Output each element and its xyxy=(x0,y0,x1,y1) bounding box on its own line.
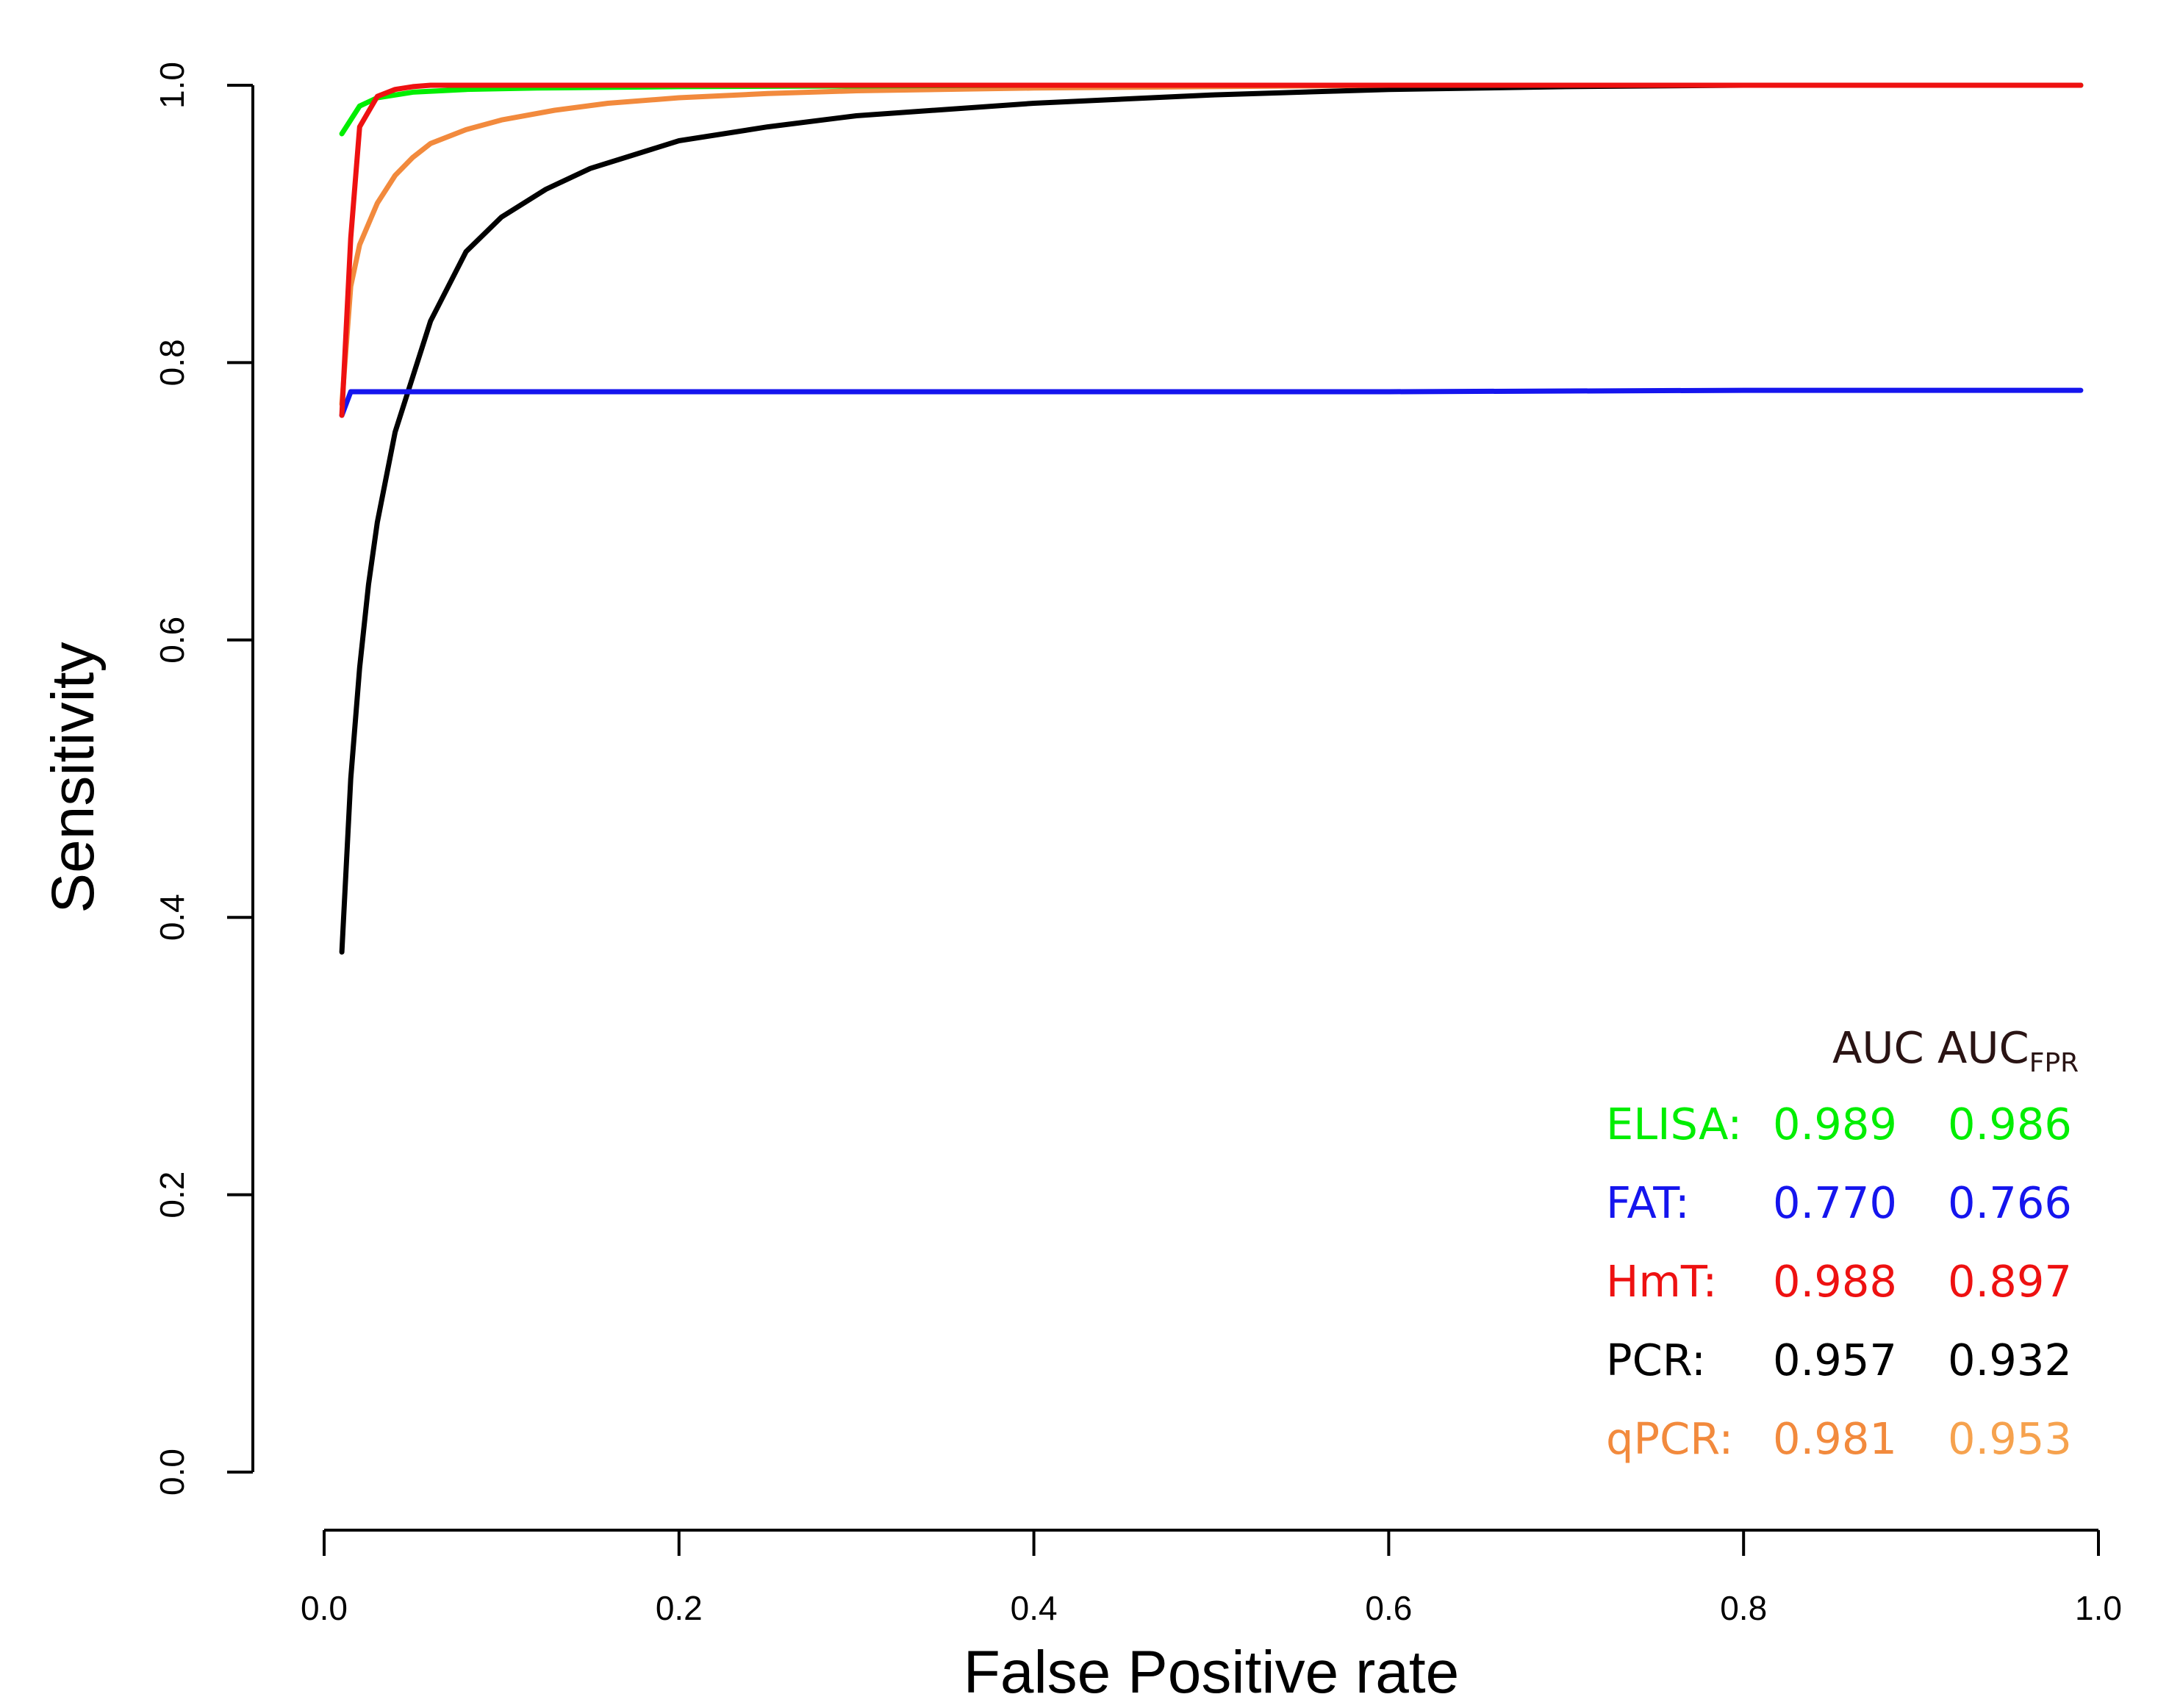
y-tick-label: 0.2 xyxy=(153,1171,191,1219)
legend-auc-fpr-pcr: 0.932 xyxy=(1948,1335,2072,1385)
legend-auc-elisa: 0.989 xyxy=(1773,1099,1897,1149)
legend-label-hmt: HmT: xyxy=(1606,1256,1717,1307)
legend-label-fat: FAT: xyxy=(1606,1177,1690,1228)
y-tick-label: 0.4 xyxy=(153,894,191,941)
y-tick-label: 1.0 xyxy=(153,62,191,109)
y-tick-label: 0.6 xyxy=(153,617,191,664)
legend-auc-fpr-hmt: 0.897 xyxy=(1948,1256,2072,1307)
x-tick-label: 1.0 xyxy=(2075,1589,2122,1627)
legend-auc-qpcr: 0.981 xyxy=(1773,1413,1897,1464)
legend-label-pcr: PCR: xyxy=(1606,1335,1706,1385)
y-tick-label: 0.8 xyxy=(153,339,191,386)
legend-auc-fpr-qpcr: 0.953 xyxy=(1948,1413,2072,1464)
series-lines xyxy=(339,82,2084,955)
y-ticks: 0.0 0.2 0.4 0.6 0.8 1.0 xyxy=(153,62,253,1496)
legend-header-auc-fpr: AUCFPR xyxy=(1937,1022,2079,1078)
y-axis-title: Sensitivity xyxy=(40,642,107,913)
legend-label-qpcr: qPCR: xyxy=(1606,1413,1733,1464)
legend-auc-fpr-fat: 0.766 xyxy=(1948,1177,2072,1228)
x-axis-title: False Positive rate xyxy=(964,1639,1460,1706)
y-tick-label: 0.0 xyxy=(153,1449,191,1496)
series-line-qpcr xyxy=(339,82,2084,407)
x-ticks: 0.0 0.2 0.4 0.6 0.8 1.0 xyxy=(301,1530,2122,1627)
legend-auc-fat: 0.770 xyxy=(1773,1177,1897,1228)
series-line-hmt xyxy=(339,82,2084,418)
legend-header-auc: AUC xyxy=(1832,1022,1924,1073)
x-tick-label: 0.2 xyxy=(656,1589,703,1627)
legend-rows: ELISA: 0.989 0.986 FAT: 0.770 0.766 HmT: 0.988 0… xyxy=(1606,1099,2072,1464)
legend-auc-fpr-elisa: 0.986 xyxy=(1948,1099,2072,1149)
x-tick-label: 0.6 xyxy=(1365,1589,1412,1627)
x-tick-label: 0.8 xyxy=(1720,1589,1767,1627)
series-line-fat xyxy=(339,387,2084,418)
legend-label-elisa: ELISA: xyxy=(1606,1099,1742,1149)
axes: 0.0 0.2 0.4 0.6 0.8 1.0 0.0 0.2 0.4 0.6 0.8 1.0 Fa… xyxy=(40,62,2122,1706)
x-tick-label: 0.0 xyxy=(301,1589,348,1627)
legend-auc-hmt: 0.988 xyxy=(1773,1256,1897,1307)
x-tick-label: 0.4 xyxy=(1011,1589,1058,1627)
legend-header-auc-fpr-sub: FPR xyxy=(2029,1048,2079,1078)
legend-auc-pcr: 0.957 xyxy=(1773,1335,1897,1385)
legend-header-auc-fpr-main: AUC xyxy=(1937,1022,2029,1073)
series-line-pcr xyxy=(339,82,2084,955)
